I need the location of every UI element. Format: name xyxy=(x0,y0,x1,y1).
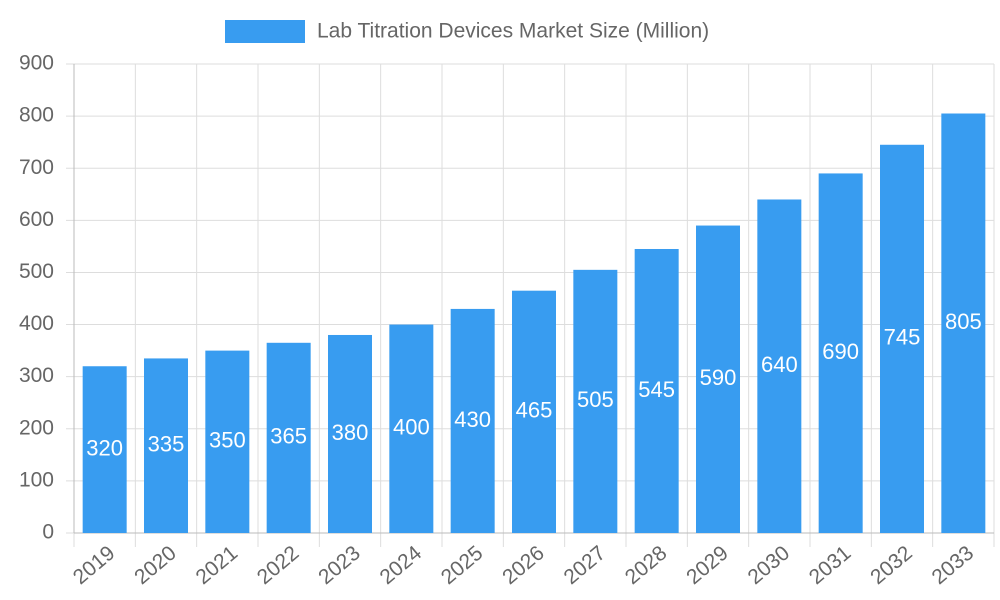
y-tick-label: 0 xyxy=(42,521,54,544)
bar xyxy=(573,269,618,533)
bar xyxy=(450,308,495,533)
bar xyxy=(389,324,434,533)
bar xyxy=(757,199,802,533)
x-tick-label: 2024 xyxy=(376,541,427,589)
y-tick-label: 600 xyxy=(19,208,54,231)
bar xyxy=(82,366,127,533)
value-label: 545 xyxy=(638,377,675,402)
x-tick-label: 2030 xyxy=(744,541,795,589)
bar xyxy=(512,290,556,533)
bar xyxy=(634,248,679,533)
y-tick-label: 200 xyxy=(19,416,54,439)
y-tick-label: 700 xyxy=(19,156,54,179)
bar xyxy=(266,342,311,533)
value-label: 690 xyxy=(822,339,859,364)
x-tick-label: 2025 xyxy=(437,541,488,589)
x-tick-label: 2031 xyxy=(805,541,856,589)
value-label: 590 xyxy=(700,365,737,390)
x-tick-label: 2019 xyxy=(69,541,120,589)
y-tick-label: 300 xyxy=(19,364,54,387)
value-label: 350 xyxy=(209,428,246,453)
bar xyxy=(818,173,863,533)
x-tick-label: 2033 xyxy=(928,541,979,589)
value-label: 335 xyxy=(148,432,185,457)
x-tick-label: 2032 xyxy=(866,541,917,589)
y-tick-label: 800 xyxy=(19,104,54,127)
value-label: 365 xyxy=(270,424,307,449)
bar xyxy=(941,113,986,533)
y-tick-label: 400 xyxy=(19,312,54,335)
legend-swatch xyxy=(225,20,305,43)
bar xyxy=(880,144,924,533)
value-label: 400 xyxy=(393,415,430,440)
x-tick-label: 2020 xyxy=(130,541,181,589)
bar xyxy=(696,225,740,534)
x-tick-label: 2023 xyxy=(314,541,365,589)
x-tick-label: 2028 xyxy=(621,541,672,589)
value-label: 430 xyxy=(454,407,491,432)
x-tick-label: 2022 xyxy=(253,541,304,589)
value-label: 320 xyxy=(86,435,123,460)
value-label: 805 xyxy=(945,309,982,334)
x-tick-label: 2021 xyxy=(192,541,243,589)
value-label: 465 xyxy=(516,398,553,423)
bar xyxy=(328,334,372,533)
legend-label: Lab Titration Devices Market Size (Milli… xyxy=(317,20,709,43)
bar xyxy=(205,350,250,533)
y-tick-label: 500 xyxy=(19,260,54,283)
x-tick-label: 2029 xyxy=(682,541,733,589)
value-label: 505 xyxy=(577,387,614,412)
x-tick-label: 2026 xyxy=(498,541,549,589)
x-tick-label: 2027 xyxy=(560,541,611,589)
y-tick-label: 100 xyxy=(19,468,54,491)
value-label: 745 xyxy=(884,325,921,350)
y-tick-label: 900 xyxy=(19,52,54,75)
value-label: 380 xyxy=(332,420,369,445)
value-label: 640 xyxy=(761,352,798,377)
bar xyxy=(144,358,188,533)
